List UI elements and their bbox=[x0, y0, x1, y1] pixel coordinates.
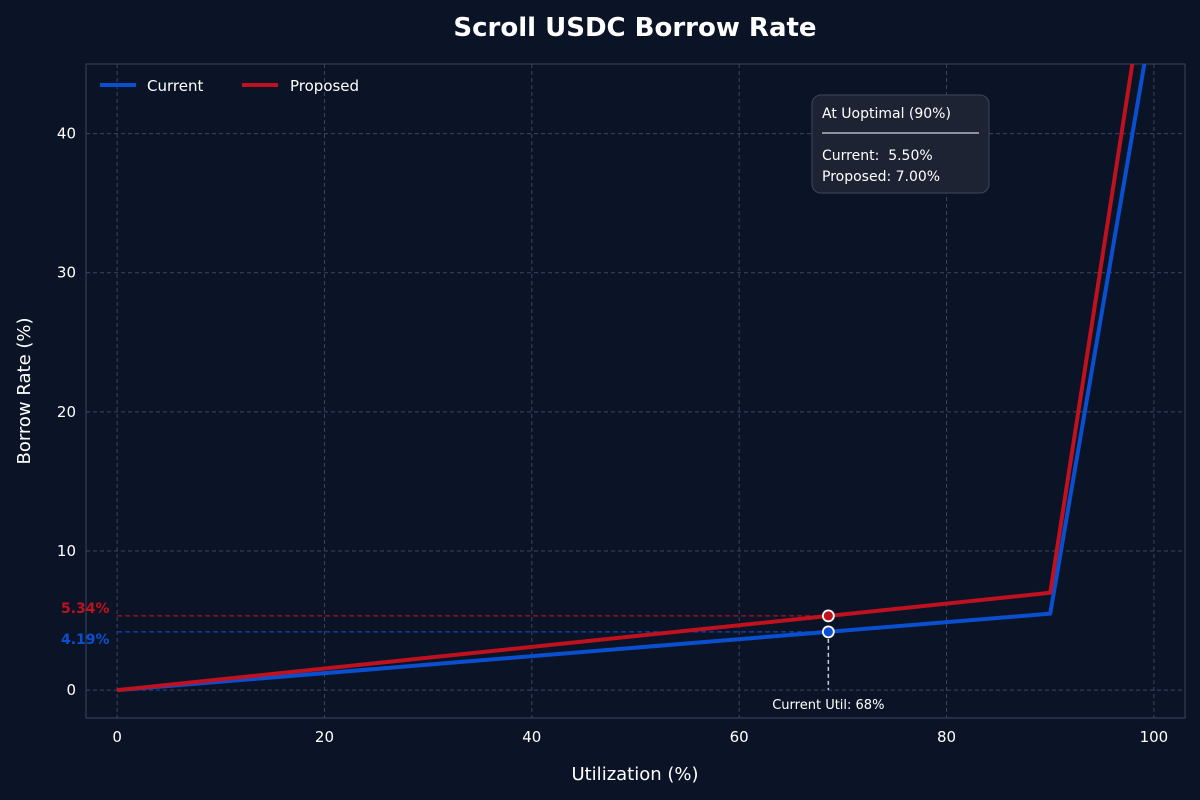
x-tick-label: 100 bbox=[1140, 728, 1169, 746]
x-tick-label: 20 bbox=[315, 728, 334, 746]
annotation-proposed: Proposed: 7.00% bbox=[822, 169, 940, 185]
marker-layer: 5.34% 4.19% Current Util: 68% bbox=[61, 601, 884, 713]
rate-marker-proposed bbox=[821, 609, 835, 623]
current-util-label: Current Util: 68% bbox=[772, 698, 884, 713]
legend-current-label: Current bbox=[147, 77, 203, 95]
annotation-box bbox=[811, 94, 990, 194]
rate-marker-current bbox=[821, 625, 835, 639]
y-tick-label: 0 bbox=[66, 681, 76, 699]
x-tick-label: 60 bbox=[730, 728, 749, 746]
y-tick-label: 40 bbox=[57, 125, 76, 143]
uoptimal-annotation: At Uoptimal (90%) Current: 5.50% Propose… bbox=[811, 94, 990, 194]
y-axis-label: Borrow Rate (%) bbox=[14, 317, 35, 464]
plot-frame bbox=[85, 63, 1186, 719]
x-tick-label: 80 bbox=[937, 728, 956, 746]
x-axis-label: Utilization (%) bbox=[571, 764, 698, 785]
series-layer bbox=[116, 64, 1147, 693]
chart-title: Scroll USDC Borrow Rate bbox=[453, 13, 816, 43]
y-tick-label: 30 bbox=[57, 264, 76, 282]
y-tick-label: 10 bbox=[57, 542, 76, 560]
series-line-current bbox=[116, 64, 1147, 693]
reference-lines bbox=[117, 615, 830, 691]
x-tick-label: 0 bbox=[112, 728, 122, 746]
x-tick-label: 40 bbox=[522, 728, 541, 746]
rate-label-proposed: 5.34% bbox=[61, 601, 110, 617]
rate-label-current: 4.19% bbox=[61, 632, 110, 648]
series-line-proposed bbox=[116, 64, 1135, 693]
grid bbox=[86, 64, 1185, 718]
y-tick-label: 20 bbox=[57, 403, 76, 421]
annotation-title: At Uoptimal (90%) bbox=[822, 106, 951, 122]
annotation-current: Current: 5.50% bbox=[822, 148, 933, 164]
legend: Current Proposed bbox=[100, 77, 359, 95]
tick-labels: 0 20 40 60 80 100 0 10 20 30 40 bbox=[57, 125, 1168, 746]
legend-proposed-label: Proposed bbox=[290, 77, 359, 95]
